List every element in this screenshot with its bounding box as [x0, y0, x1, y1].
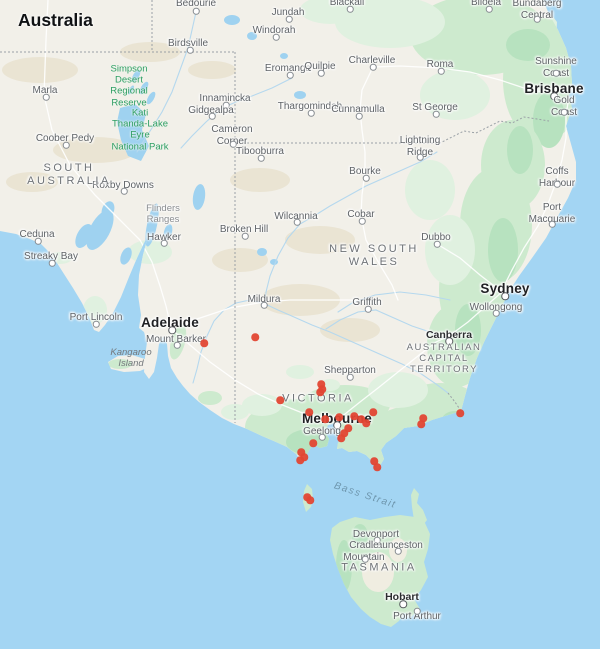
- blackall-place-marker: [346, 5, 354, 13]
- observation-marker[interactable]: [305, 408, 313, 416]
- st-george-place-marker: [432, 110, 440, 118]
- biloela-place-marker: [485, 5, 493, 13]
- observation-marker[interactable]: [309, 439, 317, 447]
- observation-marker[interactable]: [370, 457, 378, 465]
- roads: [43, 0, 570, 421]
- windorah-place-marker: [272, 33, 280, 41]
- marla-place-marker: [42, 93, 50, 101]
- observation-marker[interactable]: [300, 453, 308, 461]
- birdsville-place-marker: [186, 46, 194, 54]
- observation-marker[interactable]: [316, 388, 324, 396]
- thargomindah-place-marker: [307, 109, 315, 117]
- mount-barker-place-marker: [173, 341, 181, 349]
- observation-marker[interactable]: [456, 409, 464, 417]
- observation-marker[interactable]: [200, 339, 208, 347]
- observation-marker[interactable]: [340, 429, 348, 437]
- observation-marker[interactable]: [344, 424, 352, 432]
- observation-marker[interactable]: [369, 408, 377, 416]
- flinders-island: [411, 488, 427, 528]
- bundaberg-central-place-marker: [533, 15, 541, 23]
- wilcannia-place-marker: [293, 218, 301, 226]
- cradle-mountain-place-marker: [361, 555, 369, 563]
- cameron-corner-place-marker: [229, 140, 237, 148]
- ceduna-place-marker: [34, 237, 42, 245]
- observation-marker[interactable]: [251, 333, 259, 341]
- broken-hill-place-marker: [241, 232, 249, 240]
- observation-marker[interactable]: [357, 415, 365, 423]
- coffs-harbour-place-marker: [553, 180, 561, 188]
- innamincka-place-marker: [222, 101, 230, 109]
- observation-marker[interactable]: [350, 412, 358, 420]
- observation-marker[interactable]: [337, 434, 345, 442]
- melbourne-place-marker: [333, 421, 341, 429]
- geelong-place-marker: [318, 433, 326, 441]
- roxby-downs-place-marker: [120, 187, 128, 195]
- gidgealpa-place-marker: [208, 112, 216, 120]
- hobart-place-marker: [399, 600, 407, 608]
- wollongong-place-marker: [492, 309, 500, 317]
- bourke-place-marker: [362, 174, 370, 182]
- port-arthur-place-marker: [413, 607, 421, 615]
- observation-marker[interactable]: [417, 420, 425, 428]
- mildura-place-marker: [260, 301, 268, 309]
- hawker-place-marker: [160, 239, 168, 247]
- observation-marker[interactable]: [296, 456, 304, 464]
- observation-marker[interactable]: [362, 419, 370, 427]
- arid-patches: [2, 42, 380, 342]
- port-macquarie-place-marker: [548, 220, 556, 228]
- griffith-place-marker: [364, 305, 372, 313]
- port-lincoln-place-marker: [92, 320, 100, 328]
- charleville-place-marker: [369, 63, 377, 71]
- jundah-place-marker: [285, 15, 293, 23]
- bedourie-place-marker: [192, 7, 200, 15]
- state-borders: [0, 0, 550, 423]
- brisbane-place-marker: [550, 92, 558, 100]
- shepparton-place-marker: [346, 373, 354, 381]
- eromanga-place-marker: [286, 71, 294, 79]
- map-title: Australia: [18, 10, 93, 30]
- tibooburra-place-marker: [257, 154, 265, 162]
- cobar-place-marker: [358, 217, 366, 225]
- cunnamulla-place-marker: [355, 112, 363, 120]
- sunshine-coast-place-marker: [552, 69, 560, 77]
- roma-place-marker: [437, 67, 445, 75]
- devonport-place-marker: [373, 536, 381, 544]
- adelaide-place-marker: [168, 326, 176, 334]
- launceston-place-marker: [394, 547, 402, 555]
- observation-marker[interactable]: [335, 413, 343, 421]
- observation-marker[interactable]: [321, 415, 329, 423]
- quilpie-place-marker: [317, 69, 325, 77]
- observation-marker[interactable]: [373, 463, 381, 471]
- gold-coast-place-marker: [560, 108, 568, 116]
- observation-marker[interactable]: [317, 380, 325, 388]
- dubbo-place-marker: [433, 240, 441, 248]
- streaky-bay-place-marker: [48, 259, 56, 267]
- sydney-place-marker: [501, 292, 509, 300]
- coober-pedy-place-marker: [62, 141, 70, 149]
- canberra-place-marker: [445, 337, 453, 345]
- observation-marker[interactable]: [306, 496, 314, 504]
- lightning-ridge-place-marker: [416, 153, 424, 161]
- observation-marker[interactable]: [276, 396, 284, 404]
- observation-marker[interactable]: [297, 448, 305, 456]
- observation-marker[interactable]: [419, 414, 427, 422]
- lakes: [75, 15, 306, 265]
